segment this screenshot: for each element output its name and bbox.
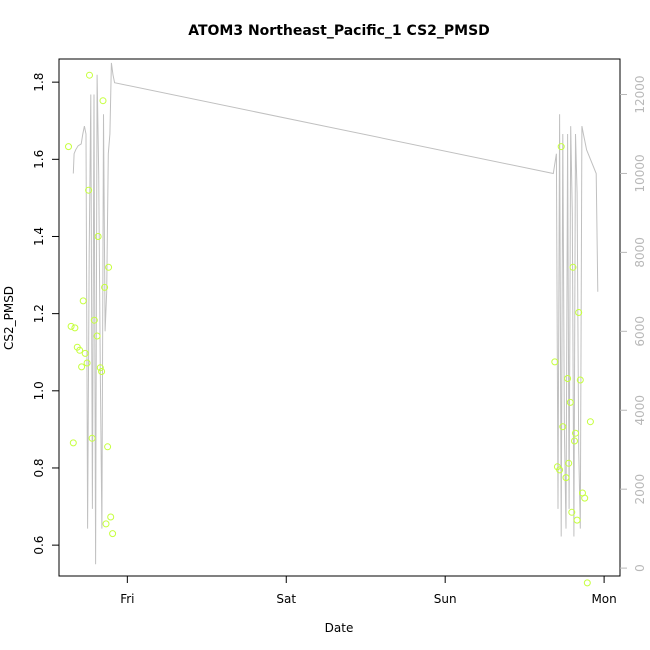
data-point	[71, 324, 79, 332]
data-point	[101, 283, 109, 291]
y2-tick-label: 6000	[633, 316, 647, 347]
data-point	[557, 143, 565, 151]
data-point	[571, 437, 578, 445]
data-point	[85, 186, 93, 194]
chart-title: ATOM3 Northeast_Pacific_1 CS2_PMSD	[188, 23, 490, 39]
x-tick-label: Sat	[276, 592, 296, 606]
data-point	[76, 346, 84, 354]
data-point	[576, 376, 584, 384]
line-series	[72, 62, 599, 565]
y2-tick-label: 0	[633, 564, 647, 572]
data-point	[565, 459, 573, 467]
data-point	[573, 516, 581, 524]
y-tick-label: 1.4	[32, 227, 46, 246]
y-tick-label: 0.6	[32, 536, 46, 555]
y2-tick-label: 4000	[633, 395, 647, 426]
data-point	[90, 316, 98, 324]
data-point	[104, 443, 112, 451]
data-point	[78, 363, 86, 371]
data-point	[99, 97, 107, 105]
data-point	[65, 143, 72, 151]
data-point	[572, 429, 579, 437]
data-point	[107, 513, 115, 521]
x-tick-label: Fri	[120, 592, 134, 606]
data-point	[575, 309, 583, 316]
data-point	[102, 520, 110, 528]
data-point	[109, 530, 117, 538]
points-layer	[65, 71, 594, 587]
data-point	[583, 579, 591, 587]
x-tick-label: Mon	[591, 592, 616, 606]
y2-tick-label: 10000	[633, 154, 647, 192]
y-axis-label: CS2_PMSD	[2, 286, 16, 350]
y2-tick-label: 2000	[633, 474, 647, 505]
data-point	[69, 439, 77, 447]
data-point	[93, 332, 101, 340]
data-point	[96, 364, 104, 372]
data-point	[105, 263, 113, 271]
y-axis-left: 0.6 0.8 1.0 1.2 1.4 1.6 1.8	[32, 73, 59, 555]
data-point	[81, 349, 89, 357]
data-point	[86, 71, 93, 79]
data-point	[569, 263, 577, 271]
y-tick-label: 1.2	[32, 304, 46, 323]
data-point	[559, 423, 567, 431]
data-point	[94, 233, 102, 240]
x-tick-label: Sun	[434, 592, 457, 606]
y-tick-label: 1.6	[32, 150, 46, 169]
y-tick-label: 1.8	[32, 73, 46, 92]
plot-frame	[58, 58, 621, 577]
data-point	[566, 398, 574, 406]
data-point	[581, 494, 589, 502]
data-point	[564, 375, 572, 382]
y-axis-right: 0 2000 4000 6000 8000 10000 12000	[620, 75, 647, 572]
data-point	[556, 466, 564, 474]
y2-tick-label: 8000	[633, 237, 647, 268]
data-point	[79, 297, 87, 305]
y-tick-label: 1.0	[32, 381, 46, 400]
data-point	[88, 434, 96, 442]
data-point	[551, 358, 559, 366]
line-series-path	[72, 62, 599, 565]
y2-tick-label: 12000	[633, 75, 647, 113]
data-point	[67, 322, 75, 330]
data-point	[83, 359, 91, 367]
data-point	[586, 418, 594, 426]
x-axis: Fri Sat Sun Mon	[120, 575, 617, 606]
data-point	[568, 508, 576, 516]
x-axis-label: Date	[325, 621, 354, 635]
data-point	[98, 368, 106, 375]
y-tick-label: 0.8	[32, 458, 46, 477]
data-point	[562, 474, 570, 482]
